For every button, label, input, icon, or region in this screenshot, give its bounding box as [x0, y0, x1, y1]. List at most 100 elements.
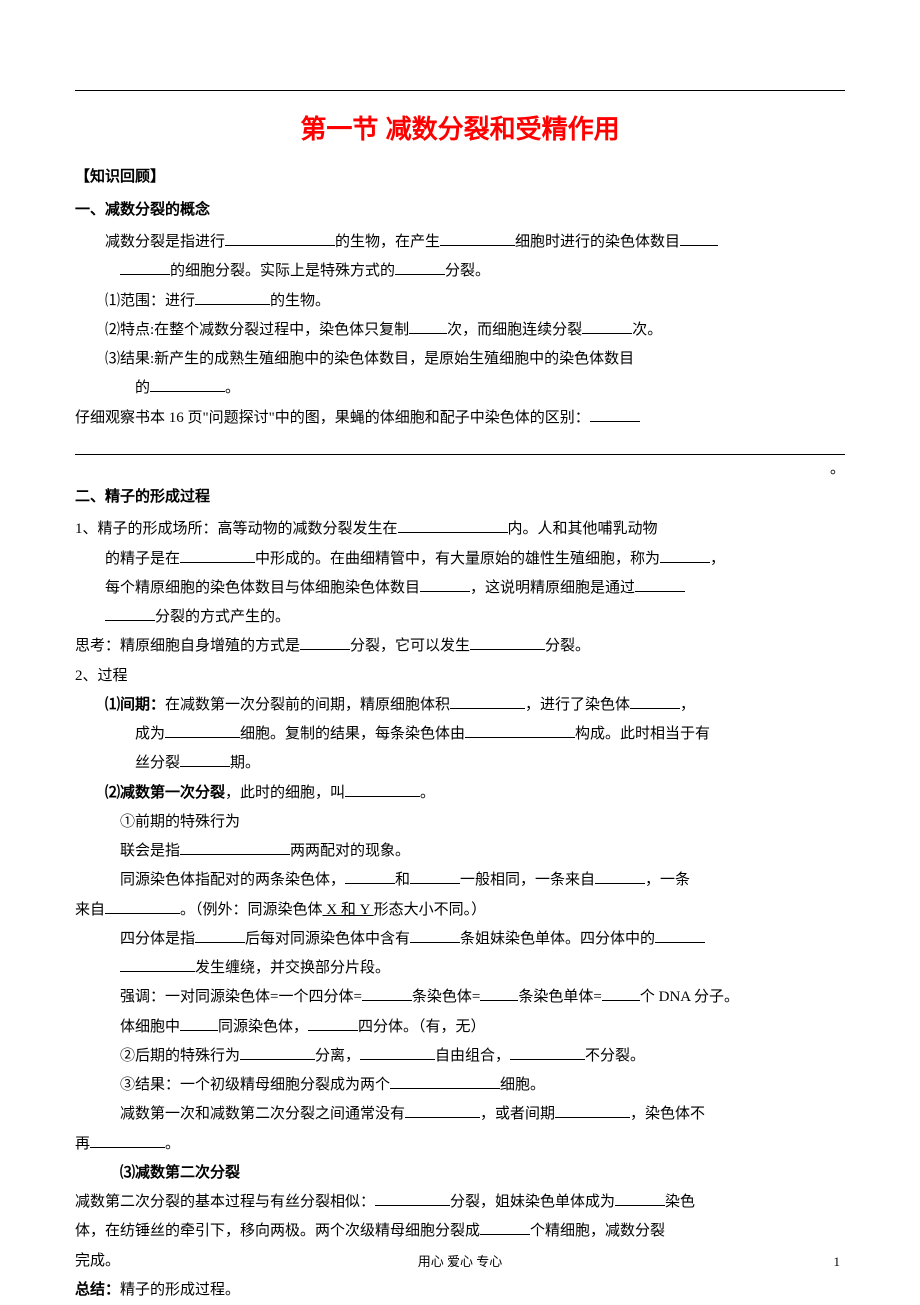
- text: 分裂。: [545, 638, 590, 654]
- text: 和: [395, 872, 410, 888]
- item-process: 2、过程: [75, 662, 845, 691]
- para-interphase-gap: 减数第一次和减数第二次分裂之间通常没有，或者间期，染色体不: [75, 1100, 845, 1129]
- text: 分裂，姐妹染色单体成为: [450, 1194, 615, 1210]
- text: 两两配对的现象。: [290, 843, 410, 859]
- sub-prophase: ①前期的特殊行为: [75, 808, 845, 837]
- text: 个 DNA 分子。: [640, 989, 739, 1005]
- page-number: 1: [834, 1254, 841, 1270]
- text: 分裂，它可以发生: [350, 638, 470, 654]
- para-sperm-4: 分裂的方式产生的。: [75, 603, 845, 632]
- text: 次，而细胞连续分裂: [447, 322, 582, 338]
- text: 联会是指: [120, 843, 180, 859]
- para-meiosis2-2: 体，在纺锤丝的牵引下，移向两极。两个次级精母细胞分裂成个精细胞，减数分裂: [75, 1217, 845, 1246]
- text: 染色: [665, 1194, 695, 1210]
- para-tixi: 体细胞中同源染色体，四分体。（有，无）: [75, 1013, 845, 1042]
- blank-line-full: [75, 433, 845, 455]
- phase-interphase: ⑴间期：在减数第一次分裂前的间期，精原细胞体积，进行了染色体，: [75, 691, 845, 720]
- item-scope: ⑴范围：进行 的生物。: [75, 287, 845, 316]
- text: ，染色体不: [630, 1106, 705, 1122]
- text: 条染色体=: [412, 989, 480, 1005]
- para-concept-2: 的细胞分裂。实际上是特殊方式的 分裂。: [75, 257, 845, 286]
- text: 自由组合，: [435, 1048, 510, 1064]
- text: 内。人和其他哺乳动物: [508, 521, 658, 537]
- para-sperm-2: 的精子是在中形成的。在曲细精管中，有大量原始的雄性生殖细胞，称为，: [75, 545, 845, 574]
- text: 的: [135, 380, 150, 396]
- text: ③结果：一个初级精母细胞分裂成为两个: [120, 1077, 390, 1093]
- text: ⑴范围：进行: [105, 293, 195, 309]
- text: 。: [165, 1136, 180, 1152]
- para-lianhui: 联会是指 两两配对的现象。: [75, 837, 845, 866]
- text: 仔细观察书本 16 页"问题探讨"中的图，果蝇的体细胞和配子中染色体的区别：: [75, 410, 590, 426]
- text: 次。: [632, 322, 662, 338]
- text: 条姐妹染色单体。四分体中的: [460, 931, 655, 947]
- text: 形态大小不同。）: [374, 902, 487, 918]
- text: 减数分裂是指进行: [105, 234, 225, 250]
- text: 的生物。: [270, 293, 330, 309]
- sub-anaphase: ②后期的特殊行为分离，自由组合，不分裂。: [75, 1042, 845, 1071]
- text: 1、精子的形成场所：高等动物的减数分裂发生在: [75, 521, 398, 537]
- text: 。: [420, 785, 435, 801]
- para-sifenti-2: 发生缠绕，并交换部分片段。: [75, 954, 845, 983]
- text: 在减数第一次分裂前的间期，精原细胞体积: [165, 697, 450, 713]
- text: 体，在纺锤丝的牵引下，移向两极。两个次级精母细胞分裂成: [75, 1223, 480, 1239]
- text: 分裂。: [445, 263, 490, 279]
- text: 分离，: [315, 1048, 360, 1064]
- text: ⑶结果:新产生的成熟生殖细胞中的染色体数目，是原始生殖细胞中的染色体数目: [105, 351, 634, 367]
- text: 四分体是指: [120, 931, 195, 947]
- phase-interphase-3: 丝分裂期。: [75, 749, 845, 778]
- phase-meiosis1: ⑵减数第一次分裂，此时的细胞，叫。: [75, 779, 845, 808]
- page-title: 第一节 减数分裂和受精作用: [75, 109, 845, 146]
- para-sifenti-1: 四分体是指 后每对同源染色体中含有 条姐妹染色单体。四分体中的: [75, 925, 845, 954]
- text: ，: [680, 697, 695, 713]
- text: 的细胞分裂。实际上是特殊方式的: [170, 263, 395, 279]
- para-meiosis2-1: 减数第二次分裂的基本过程与有丝分裂相似： 分裂，姐妹染色单体成为 染色: [75, 1188, 845, 1217]
- para-summary: 总结：精子的形成过程。: [75, 1276, 845, 1305]
- text: ，这说明精原细胞是通过: [470, 580, 635, 596]
- text: 同源染色体指配对的两条染色体，: [120, 872, 345, 888]
- text: 期。: [230, 755, 260, 771]
- label: 总结：: [75, 1282, 120, 1298]
- text: 中形成的。在曲细精管中，有大量原始的雄性生殖细胞，称为: [255, 551, 660, 567]
- para-interphase-gap-2: 再。: [75, 1130, 845, 1159]
- sub-header-concept: 一、减数分裂的概念: [75, 197, 845, 224]
- phase-interphase-2: 成为 细胞。复制的结果，每条染色体由 构成。此时相当于有: [75, 720, 845, 749]
- text-underline: X 和 Y: [323, 902, 374, 918]
- section-review-header: 【知识回顾】: [75, 164, 845, 191]
- top-divider: [75, 90, 845, 91]
- para-think: 思考：精原细胞自身增殖的方式是 分裂，它可以发生 分裂。: [75, 632, 845, 661]
- footer-text: 用心 爱心 专心: [0, 1251, 920, 1270]
- text: ，: [710, 551, 725, 567]
- text: 分裂的方式产生的。: [155, 609, 290, 625]
- text: 同源染色体，: [218, 1019, 308, 1035]
- sub-result: ③结果：一个初级精母细胞分裂成为两个细胞。: [75, 1071, 845, 1100]
- text: 。: [225, 380, 240, 396]
- label: ⑶减数第二次分裂: [120, 1165, 240, 1181]
- text: 发生缠绕，并交换部分片段。: [195, 960, 390, 976]
- text: 精子的形成过程。: [120, 1282, 240, 1298]
- text: 减数第二次分裂的基本过程与有丝分裂相似：: [75, 1194, 375, 1210]
- text: 细胞。复制的结果，每条染色体由: [240, 726, 465, 742]
- phase-meiosis2-label: ⑶减数第二次分裂: [75, 1159, 845, 1188]
- text: 一般相同，一条来自: [460, 872, 595, 888]
- para-concept-1: 减数分裂是指进行的生物，在产生细胞时进行的染色体数目: [75, 228, 845, 257]
- period-end: 。: [75, 455, 845, 484]
- text: 后每对同源染色体中含有: [245, 931, 410, 947]
- text: 思考：精原细胞自身增殖的方式是: [75, 638, 300, 654]
- item-result: ⑶结果:新产生的成熟生殖细胞中的染色体数目，是原始生殖细胞中的染色体数目: [75, 345, 845, 374]
- text: 的生物，在产生: [335, 234, 440, 250]
- text: ⑵特点:在整个减数分裂过程中，染色体只复制: [105, 322, 409, 338]
- para-sperm-3: 每个精原细胞的染色体数目与体细胞染色体数目 ，这说明精原细胞是通过: [75, 574, 845, 603]
- para-tongyuan-1: 同源染色体指配对的两条染色体， 和 一般相同，一条来自 ，一条: [75, 866, 845, 895]
- label: ⑵减数第一次分裂: [105, 785, 225, 801]
- text: 来自: [75, 902, 105, 918]
- text: ，进行了染色体: [525, 697, 630, 713]
- text: 条染色单体=: [518, 989, 601, 1005]
- text: 强调：一对同源染色体=一个四分体=: [120, 989, 362, 1005]
- para-emphasis: 强调：一对同源染色体=一个四分体= 条染色体= 条染色单体= 个 DNA 分子。: [75, 983, 845, 1012]
- text: 构成。此时相当于有: [575, 726, 710, 742]
- text: ，一条: [645, 872, 690, 888]
- text: 四分体。（有，无）: [358, 1019, 486, 1035]
- text: 成为: [135, 726, 165, 742]
- text: 每个精原细胞的染色体数目与体细胞染色体数目: [105, 580, 420, 596]
- text: ，或者间期: [480, 1106, 555, 1122]
